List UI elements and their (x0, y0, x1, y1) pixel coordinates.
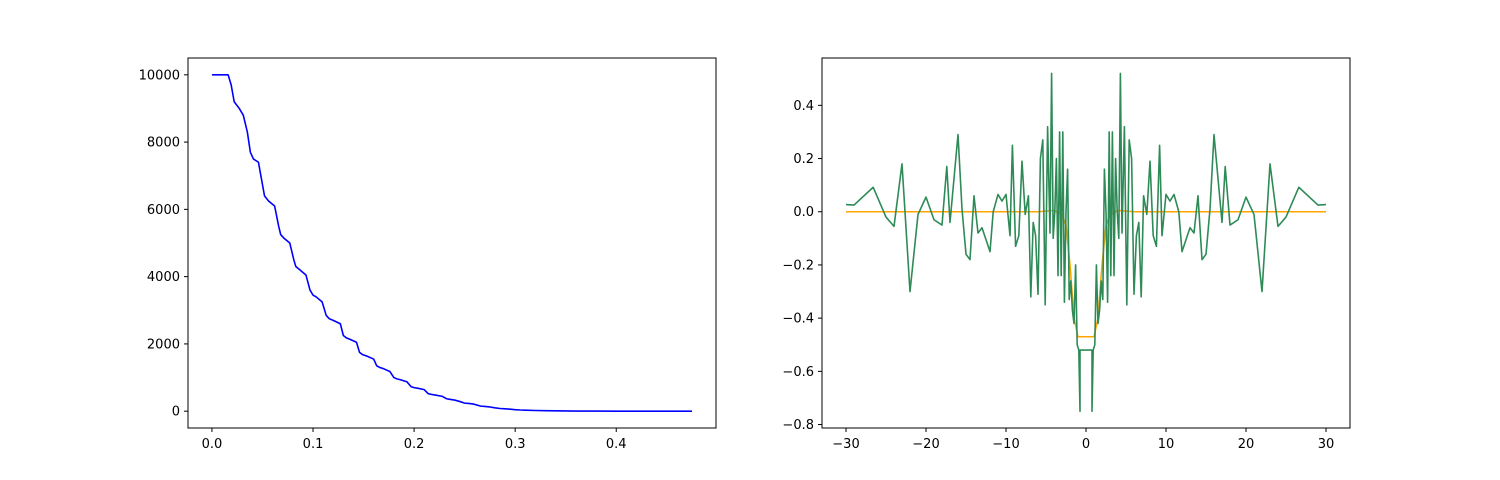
left-axes-frame (187, 57, 717, 429)
left-y-tick-label: 2000 (147, 337, 180, 352)
left-y-tick-label: 4000 (147, 270, 180, 285)
left-x-tick-label: 0.0 (202, 437, 223, 452)
left-y-tick-label: 6000 (147, 203, 180, 218)
right-y-tick-label: −0.8 (782, 418, 814, 433)
left-x-tick-label: 0.1 (303, 437, 324, 452)
right-y-tick-label: 0.4 (793, 99, 814, 114)
right-y-tick-label: 0.0 (793, 205, 814, 220)
right-x-tick-label: 10 (1158, 437, 1175, 452)
right-y-tick-label: −0.6 (782, 365, 814, 380)
left-x-tick-label: 0.2 (404, 437, 425, 452)
right-y-tick-label: 0.2 (793, 152, 814, 167)
right-x-tick-label: −10 (992, 437, 1019, 452)
right-x-tick-label: −20 (912, 437, 939, 452)
right-line-chart: −30 −20 −10 0 10 20 30 −0.8 −0.6 −0.4 −0.2 0.0 0.2 0.… (782, 57, 1351, 452)
left-x-tick-label: 0.4 (606, 437, 627, 452)
right-x-tick-label: 30 (1318, 437, 1335, 452)
left-y-tick-label: 8000 (147, 136, 180, 151)
left-line-chart: 0.0 0.1 0.2 0.3 0.4 0 2000 4000 6000 8000 10000 (139, 57, 717, 452)
left-y-tick-label: 10000 (139, 68, 180, 83)
right-x-tick-label: −30 (832, 437, 859, 452)
right-x-tick-label: 0 (1082, 437, 1090, 452)
right-y-tick-label: −0.4 (782, 312, 814, 327)
left-y-tick-label: 0 (172, 405, 180, 420)
right-series-green-line (845, 72, 1327, 413)
right-x-tick-label: 20 (1238, 437, 1255, 452)
left-series-decay-line (211, 74, 693, 412)
left-x-tick-label: 0.3 (505, 437, 526, 452)
right-y-tick-label: −0.2 (782, 258, 814, 273)
